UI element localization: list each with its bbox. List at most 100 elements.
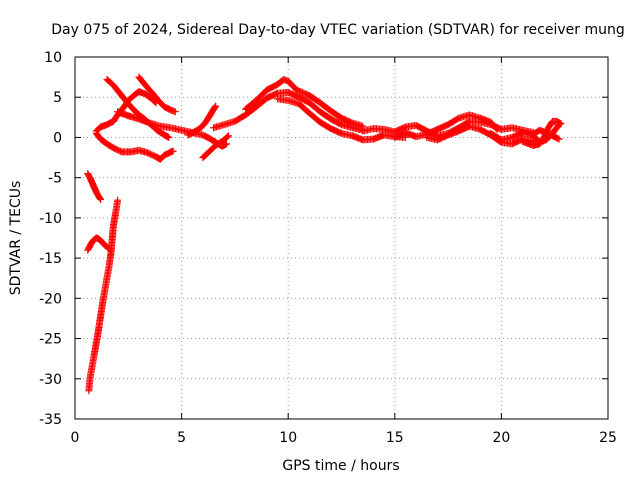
data-point bbox=[372, 127, 375, 130]
x-tick-label: 10 bbox=[279, 430, 297, 446]
data-point bbox=[95, 191, 98, 193]
data-point bbox=[538, 129, 541, 132]
data-point bbox=[489, 132, 492, 135]
data-point bbox=[144, 93, 147, 95]
data-point bbox=[362, 130, 364, 132]
series-arc-mid-day-peak-lower bbox=[274, 95, 409, 144]
y-tick-label: -30 bbox=[39, 372, 62, 388]
data-point bbox=[202, 134, 204, 136]
data-point bbox=[172, 150, 174, 152]
data-point bbox=[99, 239, 102, 242]
data-point bbox=[298, 102, 300, 105]
data-point bbox=[295, 89, 298, 91]
data-point bbox=[538, 143, 541, 145]
data-point bbox=[362, 125, 364, 127]
data-point bbox=[111, 237, 114, 239]
data-point bbox=[116, 110, 119, 113]
data-point bbox=[319, 102, 321, 104]
data-point bbox=[532, 144, 535, 147]
data-point bbox=[362, 139, 364, 141]
data-point bbox=[116, 199, 119, 201]
data-point bbox=[436, 128, 439, 131]
data-point bbox=[255, 106, 258, 108]
y-tick-label: -15 bbox=[39, 251, 62, 267]
data-point bbox=[125, 100, 127, 103]
data-point bbox=[415, 135, 417, 138]
data-point bbox=[95, 132, 98, 135]
data-point bbox=[110, 249, 113, 251]
data-point bbox=[212, 126, 215, 129]
data-point bbox=[383, 134, 385, 136]
data-point bbox=[500, 139, 503, 141]
data-point bbox=[106, 78, 108, 81]
y-tick-label: 10 bbox=[44, 50, 62, 66]
x-tick-label: 0 bbox=[71, 430, 80, 446]
data-point bbox=[214, 105, 217, 107]
series-arc-mid-day-peak-upper bbox=[242, 76, 367, 130]
data-point bbox=[214, 144, 217, 147]
data-point bbox=[133, 94, 136, 96]
data-point bbox=[404, 126, 407, 128]
data-point bbox=[468, 125, 471, 127]
data-point bbox=[206, 152, 208, 155]
data-point bbox=[287, 80, 290, 82]
data-point bbox=[148, 122, 151, 124]
data-point bbox=[91, 181, 93, 184]
data-point bbox=[532, 140, 535, 143]
data-point bbox=[170, 151, 172, 153]
series-early-negative-arc bbox=[84, 170, 105, 203]
data-point bbox=[415, 124, 417, 127]
data-point bbox=[298, 96, 300, 99]
data-point bbox=[129, 115, 132, 118]
data-point bbox=[91, 241, 93, 243]
data-point bbox=[319, 110, 321, 113]
data-point bbox=[447, 134, 449, 136]
data-point bbox=[511, 126, 513, 129]
data-point bbox=[425, 136, 428, 139]
data-point bbox=[221, 140, 223, 143]
data-point bbox=[88, 390, 90, 392]
series-arc-high-second bbox=[135, 73, 179, 116]
data-point bbox=[547, 126, 550, 129]
data-point bbox=[276, 92, 279, 94]
data-point bbox=[106, 143, 108, 145]
x-tick-label: 20 bbox=[492, 430, 510, 446]
data-point bbox=[511, 143, 513, 145]
data-point bbox=[112, 120, 115, 123]
data-point bbox=[123, 113, 125, 115]
data-point bbox=[276, 83, 279, 86]
data-point bbox=[146, 151, 149, 154]
data-point bbox=[551, 120, 554, 123]
series-arc-evening-c bbox=[529, 126, 563, 143]
data-point bbox=[558, 138, 560, 140]
data-point bbox=[99, 198, 102, 201]
data-point bbox=[89, 377, 91, 380]
data-point bbox=[545, 131, 547, 134]
data-point bbox=[500, 128, 503, 131]
data-point bbox=[138, 90, 140, 93]
series-arc-late-rise-a bbox=[184, 102, 220, 139]
data-point bbox=[560, 122, 562, 125]
data-point bbox=[404, 131, 407, 134]
data-point bbox=[551, 135, 554, 137]
data-point bbox=[511, 136, 513, 139]
data-point bbox=[468, 120, 471, 123]
data-point bbox=[340, 117, 343, 119]
data-point bbox=[287, 91, 290, 94]
data-point bbox=[97, 329, 100, 332]
data-point bbox=[114, 213, 117, 215]
data-point bbox=[521, 140, 524, 143]
data-point bbox=[138, 76, 140, 78]
y-tick-label: -25 bbox=[39, 332, 62, 348]
series-arc-high-descending bbox=[103, 76, 173, 141]
data-point bbox=[170, 126, 172, 129]
data-point bbox=[351, 135, 353, 137]
data-point bbox=[223, 123, 226, 126]
data-point bbox=[227, 135, 230, 137]
data-point bbox=[138, 118, 140, 120]
data-point bbox=[106, 246, 108, 248]
data-point bbox=[283, 78, 285, 81]
data-point bbox=[221, 145, 223, 148]
data-point bbox=[180, 129, 183, 132]
data-point bbox=[112, 147, 115, 149]
